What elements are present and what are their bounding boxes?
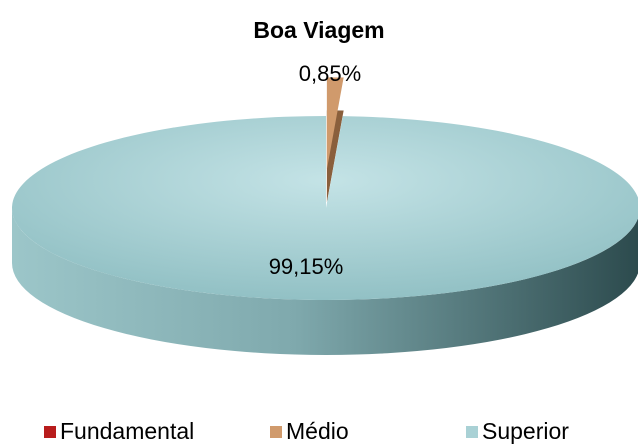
legend-label: Médio <box>286 418 349 444</box>
data-label: 0,85% <box>299 61 361 86</box>
chart-title: Boa Viagem <box>253 17 384 43</box>
pie-slice <box>326 77 344 170</box>
legend-swatch <box>270 426 282 438</box>
pie-slice <box>12 116 638 300</box>
legend-swatch <box>44 426 56 438</box>
legend-label: Superior <box>482 418 569 444</box>
legend-label: Fundamental <box>60 418 194 444</box>
legend-swatch <box>466 426 478 438</box>
data-label: 99,15% <box>269 254 344 279</box>
pie-side <box>12 208 638 355</box>
